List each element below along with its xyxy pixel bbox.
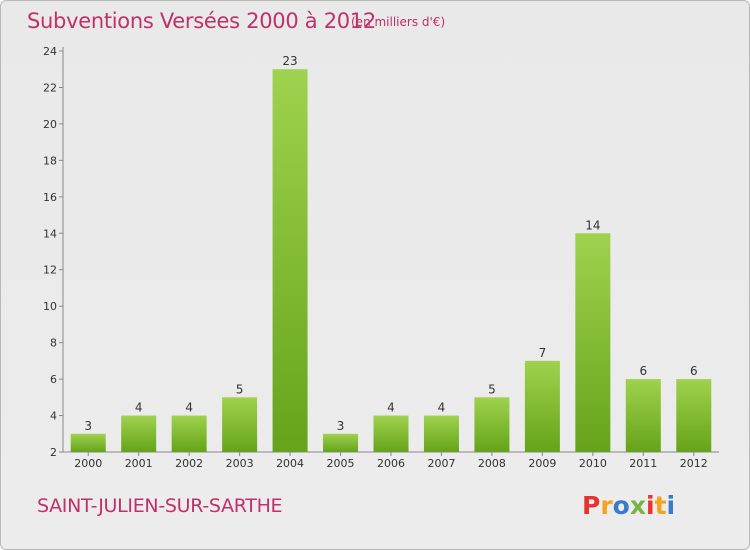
- x-tick-label: 2009: [528, 457, 556, 470]
- x-tick-label: 2011: [629, 457, 657, 470]
- bar: [625, 379, 661, 452]
- proxiti-logo: Proxiti: [582, 491, 692, 523]
- bar: [474, 397, 510, 452]
- y-tick-label: 2: [50, 446, 57, 459]
- logo-letter: t: [654, 491, 667, 520]
- data-label: 3: [84, 419, 92, 433]
- bar: [373, 415, 409, 452]
- data-label: 4: [438, 401, 446, 415]
- x-tick-label: 2000: [74, 457, 102, 470]
- bar: [423, 415, 459, 452]
- y-tick-label: 22: [43, 81, 57, 94]
- x-tick-label: 2008: [478, 457, 506, 470]
- x-tick-label: 2002: [175, 457, 203, 470]
- x-tick-label: 2006: [377, 457, 405, 470]
- logo-letter: i: [646, 491, 655, 520]
- commune-name: SAINT-JULIEN-SUR-SARTHE: [37, 495, 283, 517]
- data-label: 3: [337, 419, 345, 433]
- y-tick-label: 14: [43, 227, 57, 240]
- data-label: 4: [185, 401, 193, 415]
- bar: [575, 233, 611, 452]
- logo-letter: P: [582, 491, 601, 520]
- data-label: 4: [387, 401, 395, 415]
- data-label: 4: [135, 401, 143, 415]
- logo-letter: r: [600, 491, 613, 520]
- data-label: 14: [585, 218, 600, 232]
- bar: [222, 397, 258, 452]
- bar: [272, 69, 308, 453]
- x-tick-label: 2004: [276, 457, 304, 470]
- y-tick-label: 16: [43, 191, 57, 204]
- logo-letter: x: [629, 491, 646, 520]
- chart-title: Subventions Versées 2000 à 2012: [27, 9, 376, 33]
- x-tick-label: 2001: [125, 457, 153, 470]
- x-tick-label: 2007: [427, 457, 455, 470]
- y-tick-label: 24: [43, 45, 57, 58]
- x-tick-label: 2005: [327, 457, 355, 470]
- y-tick-label: 20: [43, 118, 57, 131]
- data-label: 5: [488, 382, 496, 396]
- y-tick-label: 12: [43, 264, 57, 277]
- logo-letter: o: [612, 491, 630, 520]
- bar: [70, 433, 106, 452]
- chart-unit-subtitle: (en milliers d'€): [351, 15, 446, 29]
- data-label: 7: [539, 346, 547, 360]
- y-tick-label: 18: [43, 154, 57, 167]
- bar: [524, 360, 560, 452]
- bar: [121, 415, 157, 452]
- bar: [323, 433, 359, 452]
- y-tick-label: 4: [50, 410, 57, 423]
- bar: [171, 415, 207, 452]
- data-label: 5: [236, 382, 244, 396]
- data-label: 6: [639, 364, 647, 378]
- y-tick-label: 6: [50, 373, 57, 386]
- x-tick-label: 2010: [579, 457, 607, 470]
- bar: [676, 379, 712, 452]
- y-tick-label: 10: [43, 300, 57, 313]
- x-tick-label: 2003: [226, 457, 254, 470]
- logo-letter: i: [666, 491, 676, 520]
- y-tick-label: 8: [50, 337, 57, 350]
- data-label: 6: [690, 364, 698, 378]
- x-tick-label: 2012: [680, 457, 708, 470]
- data-label: 23: [282, 54, 297, 68]
